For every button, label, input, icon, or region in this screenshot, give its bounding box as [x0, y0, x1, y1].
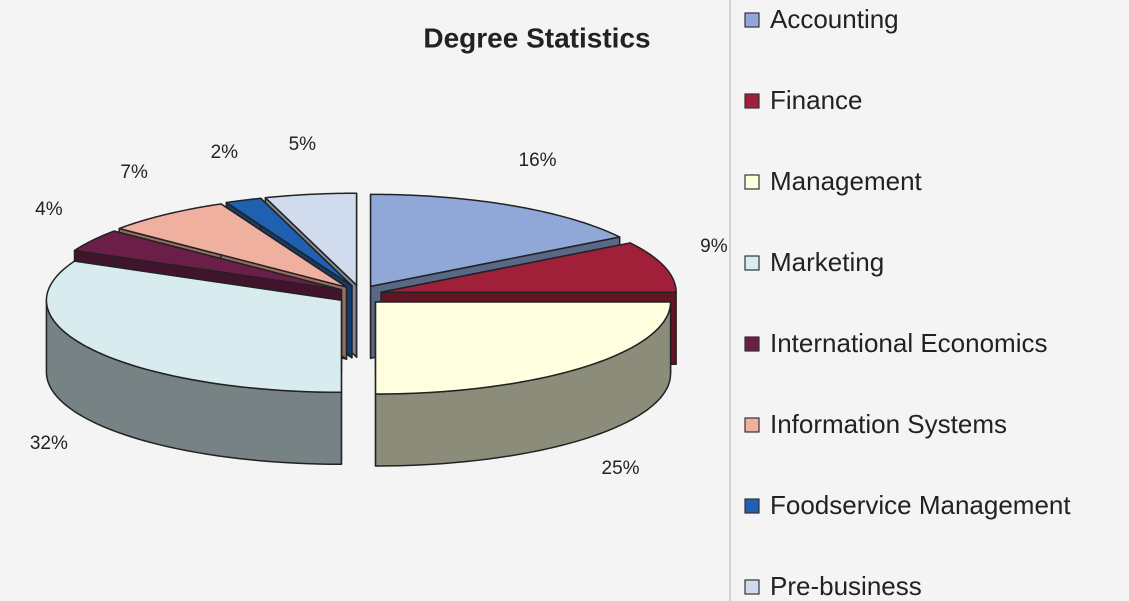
- slice-top: [225, 197, 353, 287]
- slice-top: [73, 230, 343, 291]
- legend-label: Management: [770, 166, 923, 196]
- value-label: 16%: [519, 150, 557, 171]
- value-label: 7%: [120, 162, 148, 183]
- slice-top: [374, 301, 672, 395]
- legend-swatch: [744, 336, 760, 352]
- value-label: 32%: [30, 433, 68, 454]
- slice-top: [118, 203, 348, 288]
- slice-top: [369, 193, 621, 288]
- legend-swatch: [744, 255, 760, 271]
- slice-top: [45, 260, 343, 394]
- legend-label: Marketing: [770, 247, 884, 277]
- legend-label: Pre-business: [770, 571, 922, 601]
- legend-label: Finance: [770, 85, 863, 115]
- legend-label: Foodservice Management: [770, 490, 1071, 520]
- legend-swatch: [744, 12, 760, 28]
- legend-swatch: [744, 417, 760, 433]
- value-label: 5%: [289, 134, 317, 155]
- slice-top: [264, 192, 358, 286]
- legend-swatch: [744, 579, 760, 595]
- chart-title: Degree Statistics: [423, 22, 650, 53]
- legend-swatch: [744, 174, 760, 190]
- slice: [374, 301, 672, 467]
- legend-label: International Economics: [770, 328, 1047, 358]
- legend-swatch: [744, 93, 760, 109]
- legend-swatch: [744, 498, 760, 514]
- legend-label: Information Systems: [770, 409, 1007, 439]
- slice-top: [380, 242, 677, 293]
- value-label: 9%: [700, 236, 728, 257]
- slice: [45, 260, 343, 466]
- value-label: 4%: [35, 199, 63, 220]
- value-label: 2%: [211, 142, 239, 163]
- value-label: 25%: [602, 458, 640, 479]
- legend-label: Accounting: [770, 4, 899, 34]
